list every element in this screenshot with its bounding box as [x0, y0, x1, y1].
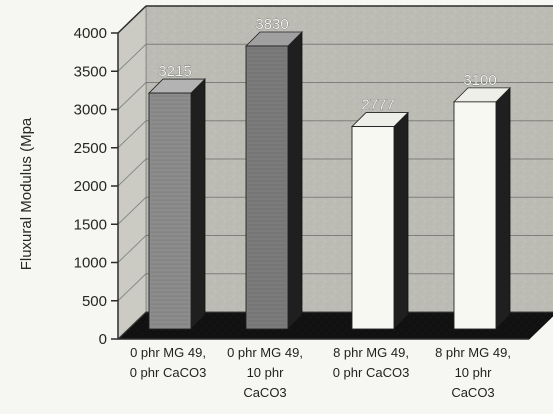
category-label-3-line-1: 8 phr MG 49, — [333, 345, 409, 360]
category-label-3: 8 phr MG 49, 0 phr CaCO3 — [333, 345, 410, 380]
bar-1-front — [148, 92, 192, 330]
bar-2 — [245, 31, 303, 330]
value-label-1: 3215 — [158, 63, 191, 80]
category-label-1-line-1: 0 phr MG 49, — [130, 345, 206, 360]
category-label-3-line-2: 0 phr CaCO3 — [333, 365, 410, 380]
x-axis-labels: 0 phr MG 49, 0 phr CaCO3 0 phr MG 49, 10 ph… — [130, 345, 511, 400]
y-tick-label-7: 3500 — [74, 63, 107, 80]
y-tick-label-4: 2000 — [74, 178, 107, 195]
y-axis-label: Fluxural Modulus (Mpa — [18, 117, 35, 270]
bar-1-side — [190, 78, 206, 330]
value-label-2: 3830 — [255, 16, 288, 33]
grid-line-left-5 — [117, 120, 147, 149]
grid-line-left-6 — [117, 82, 147, 110]
category-label-2: 0 phr MG 49, 10 phr CaCO3 — [227, 345, 303, 400]
category-label-2-line-2: 10 phr — [247, 365, 285, 380]
category-label-4-line-3: CaCO3 — [451, 385, 494, 400]
bar-2-side — [287, 31, 303, 330]
y-tick-label-3: 1500 — [74, 216, 107, 233]
grid-line-left-1 — [117, 273, 147, 302]
y-tick-label-2: 1000 — [74, 255, 107, 272]
bar-3-front — [351, 126, 395, 330]
grid-line-left-0 — [117, 311, 147, 340]
bar-2-front — [245, 45, 289, 330]
grid-line-left-3 — [117, 196, 147, 225]
y-tick-label-1: 500 — [82, 293, 107, 310]
top-left-edge — [117, 5, 147, 34]
category-label-4: 8 phr MG 49, 10 phr CaCO3 — [435, 345, 511, 400]
category-label-1-line-2: 0 phr CaCO3 — [130, 365, 207, 380]
grid-line-left-7 — [117, 43, 147, 72]
category-label-4-line-1: 8 phr MG 49, — [435, 345, 511, 360]
bar-4-front — [453, 101, 497, 330]
category-label-1: 0 phr MG 49, 0 phr CaCO3 — [130, 345, 207, 380]
y-axis: 0 500 1000 1500 2000 2500 3000 3500 4000 — [74, 5, 553, 348]
y-tick-label-0: 0 — [99, 331, 107, 348]
bar-1 — [148, 78, 206, 330]
category-label-2-line-1: 0 phr MG 49, — [227, 345, 303, 360]
bar-4 — [453, 86, 511, 330]
data-labels-group: 3215 3830 2777 3100 — [158, 16, 497, 114]
bars-group — [148, 31, 511, 330]
grid-line-left-2 — [117, 235, 147, 263]
bar-3-side — [393, 111, 409, 330]
value-label-3: 2777 — [361, 97, 394, 114]
bar-3 — [351, 111, 409, 330]
bar-4-side — [495, 86, 511, 330]
grid-line-left-4 — [117, 158, 147, 187]
value-label-4: 3100 — [463, 72, 496, 89]
y-tick-label-8: 4000 — [74, 25, 107, 42]
y-tick-label-6: 3000 — [74, 102, 107, 119]
category-label-2-line-3: CaCO3 — [243, 385, 286, 400]
y-tick-label-5: 2500 — [74, 140, 107, 157]
category-label-4-line-2: 10 phr — [455, 365, 493, 380]
